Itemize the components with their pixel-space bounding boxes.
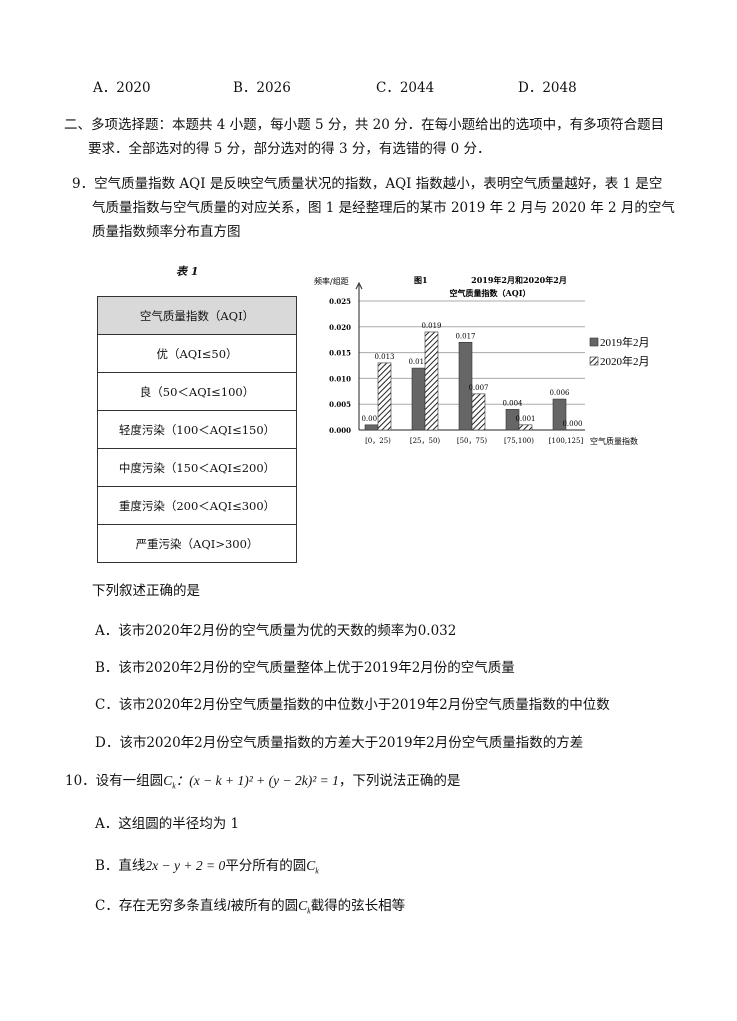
x-tick-label: [100,125]: [549, 437, 584, 445]
x-tick-label: [50，75): [457, 437, 488, 445]
circle-symbol: C: [306, 858, 316, 873]
circle-symbol: C: [298, 898, 308, 913]
bar-2019: [505, 409, 520, 431]
q8-option-b: B．2026: [233, 80, 291, 96]
table-row: 优（AQI≤50）: [97, 334, 297, 373]
x-tick-label: [25，50): [410, 437, 441, 445]
y-tick-label: 0.015: [329, 349, 351, 358]
bar-2019: [411, 367, 426, 431]
q10-option-b-prefix: B．直线: [95, 858, 146, 874]
bar-2020: [377, 362, 392, 431]
q8-option-d: D．2048: [518, 80, 577, 96]
table-row: 严重污染（AQI>300）: [97, 524, 297, 563]
y-axis-arrow-icon: [355, 281, 363, 290]
chart-figure-label: 图1: [414, 275, 428, 285]
q9-option-d: D．该市2020年2月份空气质量指数的方差大于2019年2月份空气质量指数的方差: [95, 735, 584, 751]
data-label: 0.004: [502, 399, 523, 407]
x-axis-label: 空气质量指数: [590, 436, 638, 446]
data-label: 0.013: [374, 353, 394, 361]
legend-label: 2019年2月: [600, 335, 650, 349]
bar-2019: [458, 341, 473, 431]
chart-subtitle: 空气质量指数（AQI）: [450, 288, 531, 298]
legend-swatch: [589, 337, 599, 347]
data-label: 0.000: [562, 420, 582, 428]
table-row: 重度污染（200＜AQI≤300）: [97, 486, 297, 525]
q10-option-b-suffix: 平分所有的圆: [225, 858, 307, 874]
bar-2019: [552, 398, 567, 431]
y-tick-label: 0.005: [329, 400, 351, 409]
table-row: 轻度污染（100＜AQI≤150）: [97, 410, 297, 449]
q10-option-c-prefix: C．存在无穷多条直线: [95, 898, 227, 914]
q8-option-c: C．2044: [376, 80, 435, 96]
y-axis-label: 频率/组距: [314, 276, 349, 286]
legend-label: 2020年2月: [600, 354, 650, 368]
q9-stem-line3: 质量指数频率分布直方图: [92, 224, 241, 240]
q9-prompt: 下列叙述正确的是: [92, 583, 200, 599]
x-tick-label: [75,100): [504, 437, 534, 445]
circle-subscript: k: [307, 906, 311, 916]
x-tick-label: [0，25): [365, 437, 391, 445]
line-symbol: l: [226, 898, 231, 913]
q9-stem-line1: 9．空气质量指数 AQI 是反映空气质量状况的指数，AQI 指数越小，表明空气质…: [72, 176, 663, 192]
histogram-chart: 0.000 0.005 0.010 0.015 0.020 0.025 频率/组距 图1 201…: [314, 275, 650, 446]
bar-2020: [518, 424, 533, 431]
section-heading: 二、多项选择题：本题共 4 小题，每小题 5 分，共 20 分．在每小题给出的选…: [64, 117, 665, 133]
legend-swatch: [589, 356, 599, 366]
data-label: 0.012: [408, 358, 428, 366]
circle-subscript: k: [315, 866, 319, 876]
q10-option-a: A．这组圆的半径均为 1: [95, 816, 240, 832]
q10-option-c: C．存在无穷多条直线l被所有的圆Ck截得的弦长相等: [95, 894, 405, 916]
q9-stem-line2: 气质量指数与空气质量的对应关系，图 1 是经整理后的某市 2019 年 2 月与…: [92, 200, 675, 216]
y-tick-label: 0.020: [329, 323, 351, 332]
table-header: 空气质量指数（AQI）: [97, 296, 297, 335]
y-tick-label: 0.010: [329, 374, 351, 383]
q9-option-b: B．该市2020年2月份的空气质量整体上优于2019年2月份的空气质量: [95, 660, 515, 676]
circle-symbol: C: [163, 773, 173, 788]
table-row: 中度污染（150＜AQI≤200）: [97, 448, 297, 487]
circle-subscript: k: [172, 781, 176, 791]
q10-stem-suffix: ，下列说法正确的是: [338, 773, 461, 789]
q10-option-c-mid: 被所有的圆: [230, 898, 299, 914]
data-label: 0.017: [455, 332, 475, 340]
section-instructions: 要求．全部选对的得 5 分，部分选对的得 3 分，有选错的得 0 分．: [88, 141, 491, 157]
q8-option-a: A．2020: [93, 80, 151, 96]
bar-2019: [364, 424, 379, 431]
bar-2020: [471, 393, 486, 431]
q10-option-b: B．直线2x − y + 2 = 0平分所有的圆Ck: [95, 854, 319, 876]
chart-title: 2019年2月和2020年2月: [471, 275, 567, 285]
data-label: 0.007: [468, 384, 488, 392]
bar-2020: [424, 331, 439, 431]
q10-stem-prefix: 10．设有一组圆: [65, 773, 164, 789]
line-equation: 2x − y + 2 = 0: [145, 858, 226, 873]
data-label: 0.019: [421, 322, 441, 330]
aqi-table: 空气质量指数（AQI） 优（AQI≤50） 良（50＜AQI≤100） 轻度污染…: [97, 296, 297, 563]
data-label: 0.001: [515, 415, 535, 423]
y-tick-label: 0.025: [329, 297, 351, 306]
data-label: 0.006: [549, 389, 570, 397]
q10-option-c-suffix: 截得的弦长相等: [310, 898, 406, 914]
q9-option-c: C．该市2020年2月份空气质量指数的中位数小于2019年2月份空气质量指数的中…: [95, 697, 610, 713]
data-label: 0.001: [361, 415, 381, 423]
table-title: 表 1: [176, 265, 199, 278]
circle-equation: ：(x − k + 1)² + (y − 2k)² = 1: [175, 773, 339, 788]
q9-option-a: A．该市2020年2月份的空气质量为优的天数的频率为0.032: [95, 623, 457, 639]
q10-stem: 10．设有一组圆Ck：(x − k + 1)² + (y − 2k)² = 1，…: [65, 769, 460, 791]
y-tick-label: 0.000: [329, 426, 351, 435]
table-row: 良（50＜AQI≤100）: [97, 372, 297, 411]
